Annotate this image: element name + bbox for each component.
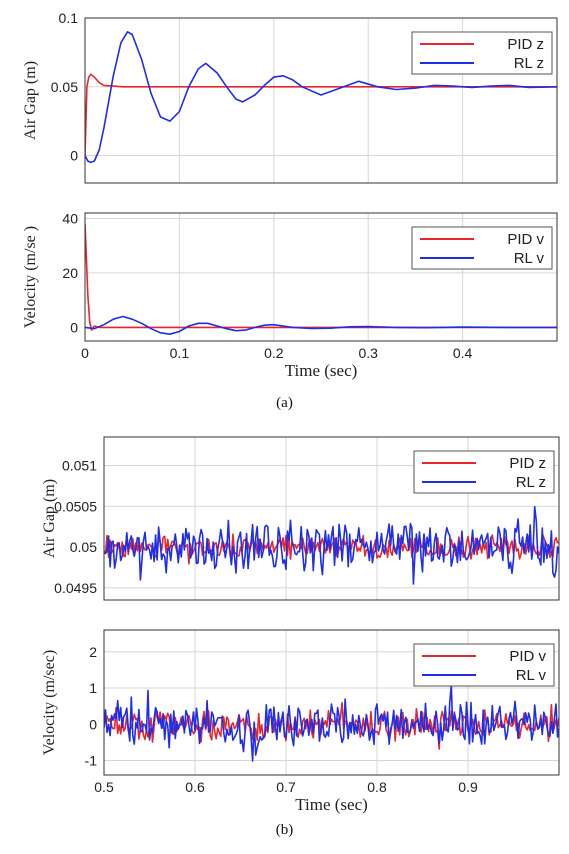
b-airgap-axes-frame <box>103 436 560 601</box>
a-velocity-xtick-label: 0.4 <box>453 345 473 361</box>
b-airgap-ytick-label: 0.051 <box>62 458 97 474</box>
a-airgap-ytick-label: 0.1 <box>59 10 79 26</box>
b-velocity-xtick-label: 0.7 <box>276 779 296 795</box>
b-velocity-xtick-label: 0.6 <box>185 779 205 795</box>
a-velocity-xtick-label: 0.2 <box>264 345 284 361</box>
b-airgap-legend-label: RL z <box>516 474 546 491</box>
b-velocity-xtick-label: 0.8 <box>367 779 387 795</box>
caption-a: (a) <box>276 395 293 411</box>
a-velocity-ytick-label: 20 <box>62 265 78 281</box>
b-velocity-axes-frame <box>103 629 560 776</box>
b-velocity-series-rl-line <box>104 684 559 762</box>
a-velocity-ytick-label: 40 <box>62 210 78 226</box>
b-airgap-ytick-label: 0.0495 <box>54 580 97 596</box>
a-velocity-axes-frame <box>84 212 558 342</box>
b-velocity-legend <box>413 643 555 687</box>
a-airgap-series-rl-line <box>85 31 557 164</box>
b-airgap-ytick-label: 0.05 <box>70 539 97 555</box>
a-airgap-legend-label: RL z <box>514 55 544 72</box>
a-velocity-ytick-label: 0 <box>70 319 78 335</box>
b-airgap-legend-label: PID z <box>509 455 546 472</box>
a-velocity-xlabel: Time (sec) <box>285 361 358 380</box>
b-velocity-xtick-label: 0.9 <box>458 779 478 795</box>
b-velocity-ytick-label: 0 <box>89 716 97 732</box>
b-airgap-ylabel: Air Gap (m) <box>41 479 58 558</box>
a-velocity-legend-label: PID v <box>507 231 544 248</box>
b-velocity-xtick-label: 0.5 <box>94 779 114 795</box>
a-velocity-series-pid-line <box>85 223 557 331</box>
b-airgap-series-rl-line <box>104 505 559 585</box>
a-airgap-ytick-label: 0.05 <box>51 79 78 95</box>
a-airgap-ytick-label: 0 <box>70 148 78 164</box>
b-velocity-ytick-label: -1 <box>85 753 98 769</box>
b-velocity-ylabel: Velocity (m/sec) <box>41 650 58 755</box>
a-velocity-xtick-label: 0.3 <box>358 345 378 361</box>
a-velocity-ylabel: Velocity (m/se ) <box>22 226 39 328</box>
a-velocity-legend-label: RL v <box>514 250 545 267</box>
a-velocity-legend <box>411 226 553 270</box>
b-velocity-ytick-label: 1 <box>89 680 97 696</box>
b-velocity-ytick-label: 2 <box>89 644 97 660</box>
a-airgap-series-pid-line <box>85 73 557 156</box>
b-velocity-legend-label: PID v <box>509 648 546 665</box>
b-airgap-legend <box>413 450 555 494</box>
a-airgap-legend-label: PID z <box>507 36 544 53</box>
b-velocity-legend-label: RL v <box>516 667 547 684</box>
a-airgap-axes-frame <box>84 17 558 184</box>
a-velocity-series-rl-line <box>85 315 557 335</box>
b-velocity-series-pid-line <box>104 701 559 750</box>
a-velocity-xtick-label: 0 <box>81 345 89 361</box>
a-velocity-xtick-label: 0.1 <box>170 345 190 361</box>
a-airgap-ylabel: Air Gap (m) <box>22 61 39 140</box>
b-velocity-xlabel: Time (sec) <box>295 795 368 814</box>
caption-b: (b) <box>275 822 294 838</box>
b-airgap-ytick-label: 0.0505 <box>54 498 97 514</box>
a-airgap-legend <box>411 31 553 75</box>
